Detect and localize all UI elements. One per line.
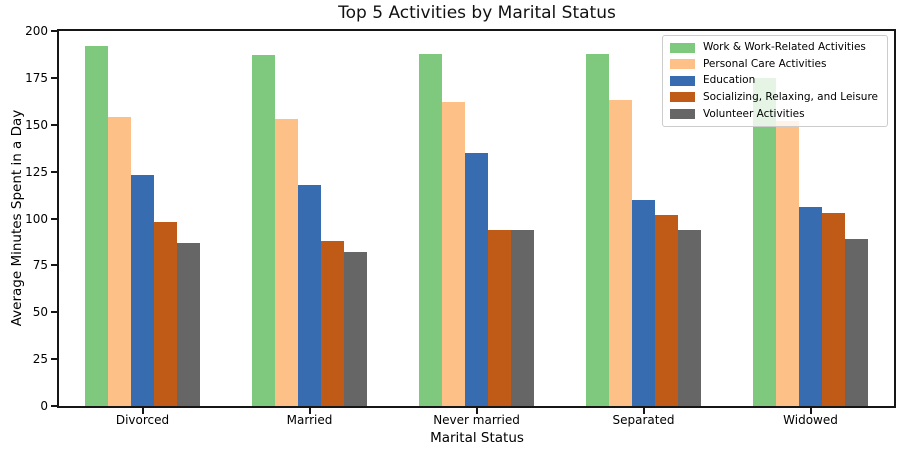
bar xyxy=(678,229,701,406)
bar xyxy=(799,207,822,406)
x-tick-mark xyxy=(809,408,812,414)
legend-swatch xyxy=(669,109,695,120)
bar xyxy=(586,53,609,406)
legend-item: Work & Work-Related Activities xyxy=(669,41,878,54)
legend: Work & Work-Related Activities Personal C… xyxy=(661,35,888,127)
x-axis-label: Marital Status xyxy=(430,430,524,446)
bar xyxy=(275,119,298,406)
legend-item: Personal Care Activities xyxy=(669,57,878,71)
y-tick-label: 75 xyxy=(32,258,48,273)
x-tick-label: Widowed xyxy=(783,413,838,427)
y-tick-label: 100 xyxy=(25,211,48,226)
y-tick-label: 125 xyxy=(25,164,48,179)
y-tick-mark xyxy=(51,30,57,32)
bar xyxy=(845,239,868,406)
x-tick-label: Separated xyxy=(612,413,675,427)
legend-label: Socializing, Relaxing, and Leisure xyxy=(702,90,878,103)
bar xyxy=(632,199,655,406)
y-tick-mark xyxy=(51,76,57,79)
bar xyxy=(108,117,131,406)
bar xyxy=(511,229,534,406)
legend-label: Work & Work-Related Activities xyxy=(702,41,866,53)
bar-group: Married xyxy=(252,31,367,426)
bar-group: Divorced xyxy=(85,31,200,426)
bars-layer: Divorced Married Never married Separated Wid… xyxy=(59,31,894,426)
legend-item: Education xyxy=(669,74,878,87)
bar xyxy=(154,222,177,406)
legend-swatch xyxy=(669,75,695,86)
legend-swatch xyxy=(669,59,695,70)
bar-group: Widowed xyxy=(753,31,868,426)
plot-area: Divorced Married Never married Separated Wid… xyxy=(25,25,896,426)
legend-label: Education xyxy=(702,74,756,87)
bar xyxy=(442,102,465,406)
y-tick-label: 0 xyxy=(40,399,48,413)
x-tick-mark xyxy=(141,408,144,414)
x-tick-label: Never married xyxy=(433,413,520,427)
bar xyxy=(753,77,776,406)
bar xyxy=(131,175,154,406)
bar xyxy=(465,152,488,406)
y-tick-mark xyxy=(51,405,57,407)
x-tick-mark xyxy=(308,408,311,414)
bar xyxy=(344,252,367,406)
bar xyxy=(419,53,442,406)
y-tick-mark xyxy=(51,170,57,173)
bar xyxy=(177,242,200,406)
y-tick-label: 200 xyxy=(25,24,48,38)
bar xyxy=(609,100,632,406)
x-tick-mark xyxy=(475,408,478,414)
y-tick-mark xyxy=(51,217,57,220)
y-tick-mark xyxy=(51,311,57,314)
x-tick-label: Divorced xyxy=(115,413,170,427)
chart-title: Top 5 Activities by Marital Status xyxy=(338,3,616,23)
bar xyxy=(655,214,678,406)
bar xyxy=(321,241,344,406)
legend-item: Volunteer Activities xyxy=(669,107,878,121)
x-tick-mark xyxy=(642,408,645,414)
bar-group: Never married xyxy=(419,31,534,426)
bar xyxy=(822,212,845,406)
y-tick-mark xyxy=(51,123,57,126)
legend-swatch xyxy=(669,92,695,103)
y-tick-label: 50 xyxy=(32,305,48,320)
bar xyxy=(85,46,108,406)
bar xyxy=(298,184,321,406)
y-tick-mark xyxy=(51,358,57,361)
legend-label: Volunteer Activities xyxy=(702,107,805,120)
legend-label: Personal Care Activities xyxy=(702,57,827,70)
y-tick-label: 25 xyxy=(32,352,48,367)
bar-group: Separated xyxy=(586,31,701,426)
legend-item: Socializing, Relaxing, and Leisure xyxy=(669,90,878,104)
legend-swatch xyxy=(669,42,695,53)
bar xyxy=(488,229,511,406)
bar xyxy=(776,121,799,406)
y-tick-label: 175 xyxy=(25,70,48,85)
bar xyxy=(252,55,275,406)
y-tick-mark xyxy=(51,264,57,267)
y-axis-label: Average Minutes Spent in a Day xyxy=(9,109,25,327)
x-tick-label: Married xyxy=(286,413,333,427)
y-tick-label: 150 xyxy=(25,117,48,132)
